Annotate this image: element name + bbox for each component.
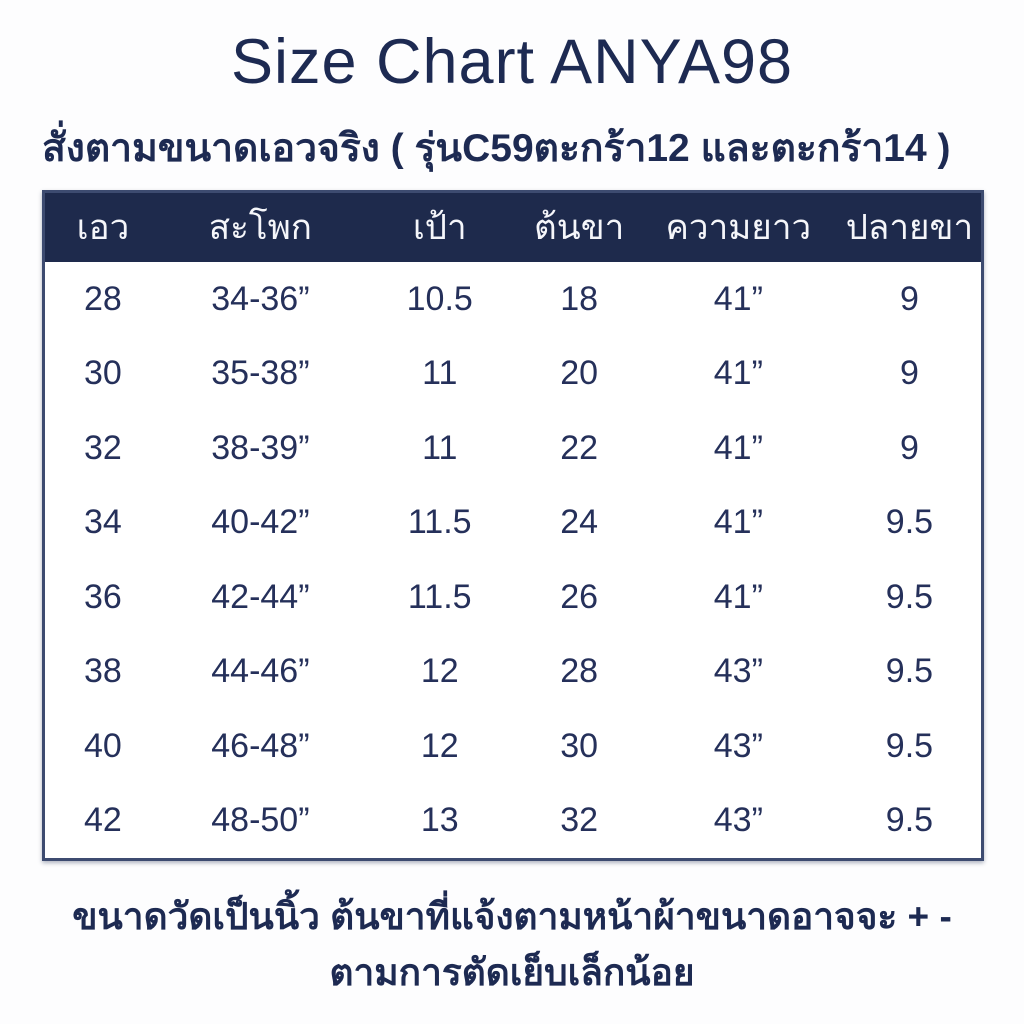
cell-crotch: 11 bbox=[359, 411, 520, 486]
cell-hem: 9.5 bbox=[837, 634, 983, 710]
cell-length: 43” bbox=[638, 709, 838, 784]
cell-hem: 9.5 bbox=[837, 485, 983, 561]
cell-hip: 46-48” bbox=[160, 709, 360, 784]
cell-crotch: 12 bbox=[359, 634, 520, 710]
cell-hem: 9.5 bbox=[837, 783, 983, 860]
cell-waist: 36 bbox=[43, 560, 161, 635]
cell-waist: 28 bbox=[43, 262, 161, 337]
table-row: 34 40-42” 11.5 24 41” 9.5 bbox=[43, 485, 983, 561]
cell-hem: 9.5 bbox=[837, 560, 983, 635]
cell-crotch: 12 bbox=[359, 709, 520, 784]
cell-thigh: 30 bbox=[519, 709, 639, 784]
table-row: 42 48-50” 13 32 43” 9.5 bbox=[43, 783, 983, 860]
table-header: เอว สะโพก เป้า ต้นขา ความยาว ปลายขา bbox=[43, 191, 983, 263]
subtitle: สั่งตามขนาดเอวจริง ( รุ่นC59ตะกร้า12 และ… bbox=[42, 127, 951, 171]
column-header-hip: สะโพก bbox=[160, 191, 360, 263]
cell-crotch: 13 bbox=[359, 783, 520, 860]
page-title: Size Chart ANYA98 bbox=[230, 27, 794, 97]
size-chart-table: เอว สะโพก เป้า ต้นขา ความยาว ปลายขา 28 3… bbox=[42, 190, 984, 862]
column-header-hem: ปลายขา bbox=[837, 191, 983, 263]
cell-hem: 9 bbox=[837, 262, 983, 337]
cell-hip: 34-36” bbox=[160, 262, 360, 337]
cell-hip: 44-46” bbox=[160, 634, 360, 710]
cell-hem: 9 bbox=[837, 336, 983, 412]
cell-crotch: 10.5 bbox=[359, 262, 520, 337]
cell-thigh: 24 bbox=[519, 485, 639, 561]
table-row: 28 34-36” 10.5 18 41” 9 bbox=[43, 262, 983, 337]
cell-hip: 38-39” bbox=[160, 411, 360, 486]
cell-length: 41” bbox=[638, 485, 838, 561]
cell-waist: 40 bbox=[43, 709, 161, 784]
column-header-waist: เอว bbox=[43, 191, 161, 263]
cell-crotch: 11.5 bbox=[359, 560, 520, 635]
table-row: 36 42-44” 11.5 26 41” 9.5 bbox=[43, 560, 983, 635]
table-row: 38 44-46” 12 28 43” 9.5 bbox=[43, 634, 983, 710]
header-row: เอว สะโพก เป้า ต้นขา ความยาว ปลายขา bbox=[43, 191, 983, 263]
column-header-thigh: ต้นขา bbox=[519, 191, 639, 263]
cell-thigh: 22 bbox=[519, 411, 639, 486]
cell-crotch: 11.5 bbox=[359, 485, 520, 561]
cell-length: 41” bbox=[638, 560, 838, 635]
cell-waist: 30 bbox=[43, 336, 161, 412]
cell-thigh: 28 bbox=[519, 634, 639, 710]
column-header-crotch: เป้า bbox=[359, 191, 520, 263]
footnote-line-2: ตามการตัดเย็บเล็กน้อย bbox=[329, 951, 695, 993]
cell-length: 43” bbox=[638, 634, 838, 710]
cell-length: 41” bbox=[638, 336, 838, 412]
cell-thigh: 18 bbox=[519, 262, 639, 337]
cell-hip: 40-42” bbox=[160, 485, 360, 561]
cell-hem: 9 bbox=[837, 411, 983, 486]
cell-length: 41” bbox=[638, 262, 838, 337]
cell-waist: 34 bbox=[43, 485, 161, 561]
cell-thigh: 32 bbox=[519, 783, 639, 860]
cell-hem: 9.5 bbox=[837, 709, 983, 784]
table-row: 32 38-39” 11 22 41” 9 bbox=[43, 411, 983, 486]
table-row: 30 35-38” 11 20 41” 9 bbox=[43, 336, 983, 412]
cell-length: 41” bbox=[638, 411, 838, 486]
footnote: ขนาดวัดเป็นนิ้ว ต้นขาที่แจ้งตามหน้าผ้าขน… bbox=[0, 889, 1024, 1000]
cell-hip: 48-50” bbox=[160, 783, 360, 860]
cell-length: 43” bbox=[638, 783, 838, 860]
cell-thigh: 20 bbox=[519, 336, 639, 412]
table-body: 28 34-36” 10.5 18 41” 9 30 35-38” 11 20 … bbox=[43, 262, 983, 860]
cell-waist: 38 bbox=[43, 634, 161, 710]
cell-crotch: 11 bbox=[359, 336, 520, 412]
cell-thigh: 26 bbox=[519, 560, 639, 635]
cell-waist: 32 bbox=[43, 411, 161, 486]
table-row: 40 46-48” 12 30 43” 9.5 bbox=[43, 709, 983, 784]
column-header-length: ความยาว bbox=[638, 191, 838, 263]
cell-waist: 42 bbox=[43, 783, 161, 860]
cell-hip: 42-44” bbox=[160, 560, 360, 635]
footnote-line-1: ขนาดวัดเป็นนิ้ว ต้นขาที่แจ้งตามหน้าผ้าขน… bbox=[72, 896, 952, 938]
cell-hip: 35-38” bbox=[160, 336, 360, 412]
